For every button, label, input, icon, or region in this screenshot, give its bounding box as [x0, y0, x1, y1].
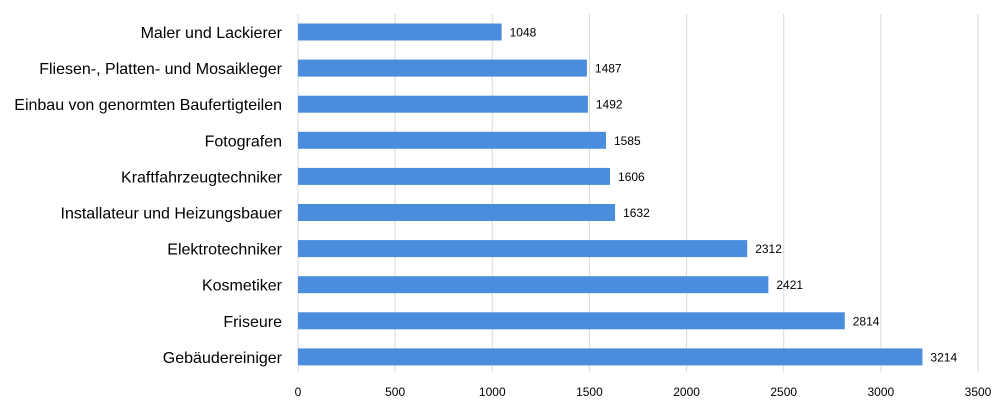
- x-tick-label: 1000: [479, 385, 506, 399]
- bar: [298, 348, 923, 366]
- data-label: 1606: [618, 170, 645, 184]
- x-tick-label: 2000: [673, 385, 700, 399]
- x-tick-label: 0: [295, 385, 302, 399]
- bar: [298, 204, 616, 221]
- category-labels: Maler und Lackierer Fliesen-, Platten- un…: [14, 25, 282, 367]
- data-labels: 1048 1487 1492 1585 1606 1632 2312 2421 2814 3214: [510, 26, 958, 365]
- data-label: 1487: [595, 62, 622, 76]
- category-label: Maler und Lackierer: [141, 25, 283, 42]
- x-tick-label: 1500: [576, 385, 603, 399]
- x-tick-label: 2500: [770, 385, 797, 399]
- data-label: 2421: [776, 278, 803, 292]
- category-label: Fliesen-, Platten- und Mosaikleger: [39, 61, 282, 78]
- category-label: Einbau von genormten Baufertigteilen: [14, 97, 282, 114]
- category-label: Elektrotechniker: [167, 242, 282, 259]
- x-axis-ticks: 0 500 1000 1500 2000 2500 3000 3500: [295, 385, 992, 399]
- bar: [298, 167, 611, 185]
- x-tick-label: 500: [385, 385, 405, 399]
- bar: [298, 240, 748, 258]
- category-label: Installateur und Heizungsbauer: [61, 206, 283, 223]
- bar: [298, 312, 845, 330]
- data-label: 3214: [930, 350, 957, 364]
- bar: [298, 59, 587, 77]
- category-label: Kosmetiker: [202, 278, 283, 295]
- category-label: Kraftfahrzeugtechniker: [121, 169, 283, 186]
- bar: [298, 131, 606, 149]
- category-label: Friseure: [223, 314, 282, 331]
- category-label: Fotografen: [205, 133, 282, 150]
- data-label: 1632: [623, 206, 650, 220]
- bar: [298, 276, 769, 294]
- bar: [298, 23, 502, 41]
- data-label: 1492: [596, 98, 623, 112]
- bar: [298, 95, 588, 113]
- data-label: 2814: [853, 314, 880, 328]
- data-label: 1048: [510, 26, 537, 40]
- category-label: Gebäudereiniger: [163, 350, 283, 367]
- x-tick-label: 3500: [965, 385, 992, 399]
- data-label: 2312: [755, 242, 782, 256]
- bars: [298, 23, 923, 366]
- data-label: 1585: [614, 134, 641, 148]
- x-tick-label: 3000: [868, 385, 895, 399]
